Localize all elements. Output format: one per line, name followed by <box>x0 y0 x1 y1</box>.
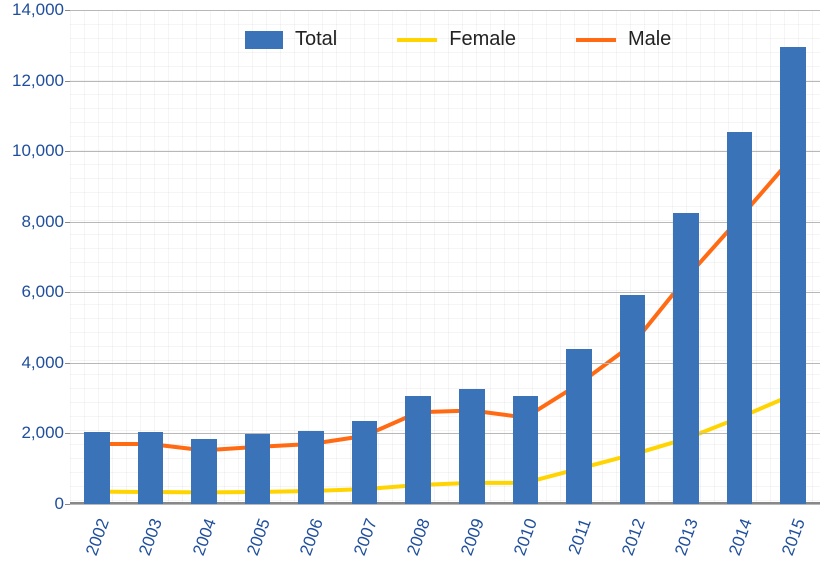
x-tick-label: 2006 <box>296 516 328 558</box>
y-tick-label: 2,000 <box>21 423 64 443</box>
y-tick-label: 6,000 <box>21 282 64 302</box>
bar-total <box>727 132 753 504</box>
y-gridline <box>70 222 820 223</box>
line-layer <box>70 10 820 504</box>
legend-label: Total <box>295 28 337 51</box>
legend-swatch-line <box>576 38 616 42</box>
x-tick-label: 2005 <box>243 516 275 558</box>
y-gridline <box>70 363 820 364</box>
x-tick-label: 2004 <box>189 516 221 558</box>
y-tick-mark <box>65 363 70 364</box>
x-tick-label: 2015 <box>778 516 810 558</box>
y-tick-mark <box>65 292 70 293</box>
y-gridline <box>70 292 820 293</box>
x-tick-label: 2009 <box>457 516 489 558</box>
y-tick-mark <box>65 81 70 82</box>
bar-total <box>620 295 646 504</box>
x-tick-label: 2003 <box>135 516 167 558</box>
y-tick-label: 4,000 <box>21 353 64 373</box>
bar-total <box>298 431 324 504</box>
y-tick-label: 14,000 <box>12 0 64 20</box>
legend-label: Male <box>628 28 671 51</box>
legend-item-total: Total <box>245 28 337 51</box>
y-gridline <box>70 81 820 82</box>
bar-total <box>673 213 699 504</box>
x-tick-label: 2007 <box>350 516 382 558</box>
y-tick-label: 10,000 <box>12 141 64 161</box>
y-tick-label: 0 <box>55 494 64 514</box>
bar-total <box>405 396 431 504</box>
legend: Total Female Male <box>245 28 671 51</box>
y-tick-mark <box>65 222 70 223</box>
x-tick-label: 2010 <box>510 516 542 558</box>
y-tick-mark <box>65 151 70 152</box>
y-gridline <box>70 433 820 434</box>
y-gridline <box>70 504 820 505</box>
legend-label: Female <box>449 28 516 51</box>
y-tick-mark <box>65 10 70 11</box>
combo-chart: Total Female Male 0 2,000 4,000 6,000 8,000 10,… <box>0 0 840 584</box>
y-tick-label: 8,000 <box>21 212 64 232</box>
bar-total <box>513 396 539 504</box>
legend-item-female: Female <box>397 28 516 51</box>
y-gridline <box>70 151 820 152</box>
x-tick-label: 2008 <box>403 516 435 558</box>
x-tick-label: 2014 <box>725 516 757 558</box>
y-gridline <box>70 10 820 11</box>
legend-swatch-bar <box>245 31 283 49</box>
bar-total <box>84 432 110 504</box>
bar-total <box>459 389 485 504</box>
plot-area: TotalFemaleMale 02,0004,0006,0008,00010,… <box>70 10 820 504</box>
bar-total <box>352 421 378 504</box>
bar-total <box>191 439 217 504</box>
legend-item-male: Male <box>576 28 671 51</box>
bar-total <box>245 434 271 504</box>
bar-total <box>780 47 806 504</box>
x-tick-label: 2013 <box>671 516 703 558</box>
y-tick-mark <box>65 433 70 434</box>
y-tick-mark <box>65 504 70 505</box>
bar-total <box>138 432 164 504</box>
y-tick-label: 12,000 <box>12 71 64 91</box>
bar-total <box>566 349 592 504</box>
x-tick-label: 2011 <box>564 516 595 557</box>
x-tick-label: 2002 <box>82 516 114 558</box>
legend-swatch-line <box>397 38 437 42</box>
x-tick-label: 2012 <box>618 516 650 558</box>
